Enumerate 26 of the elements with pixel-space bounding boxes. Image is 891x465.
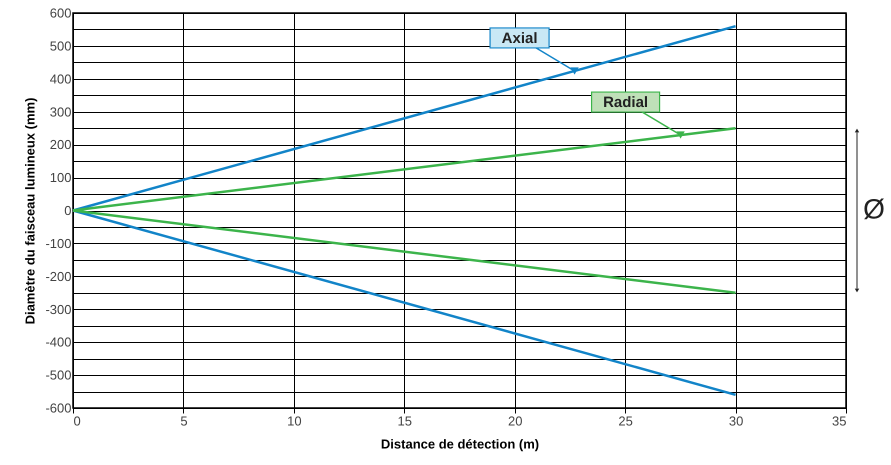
- x-tick-label: 35: [832, 414, 846, 428]
- y-tick-label: -500: [45, 368, 72, 383]
- y-tick-label: 500: [50, 38, 72, 54]
- y-tick-label: -100: [45, 236, 72, 251]
- y-axis-title: Diamètre du faisceau lumineux (mm): [22, 98, 38, 324]
- y-tick-label: -400: [45, 334, 72, 350]
- y-tick-label: 300: [50, 104, 72, 120]
- y-tick-label: -200: [45, 268, 72, 284]
- x-tick-label: 30: [728, 414, 744, 428]
- y-tick-label: -600: [45, 400, 72, 416]
- y-tick-label: 600: [50, 6, 72, 20]
- x-tick-label: 0: [74, 414, 81, 428]
- x-axis-title: Distance de détection (m): [380, 436, 540, 452]
- x-tick-label: 5: [180, 414, 188, 428]
- y-tick-label: -300: [45, 302, 72, 317]
- y-tick-label: 100: [50, 170, 72, 186]
- x-tick-label: 15: [398, 414, 412, 428]
- text: Axial: [502, 30, 538, 47]
- y-tick-label: 0: [64, 203, 72, 218]
- text: Ø: [863, 194, 885, 224]
- x-tick-label: 20: [508, 414, 522, 428]
- y-tick-label: 400: [50, 71, 72, 86]
- y-tick-label: 200: [50, 137, 72, 152]
- x-tick-label: 25: [618, 414, 633, 428]
- x-tick-label: 10: [287, 414, 302, 428]
- series-label: Radial: [603, 94, 648, 112]
